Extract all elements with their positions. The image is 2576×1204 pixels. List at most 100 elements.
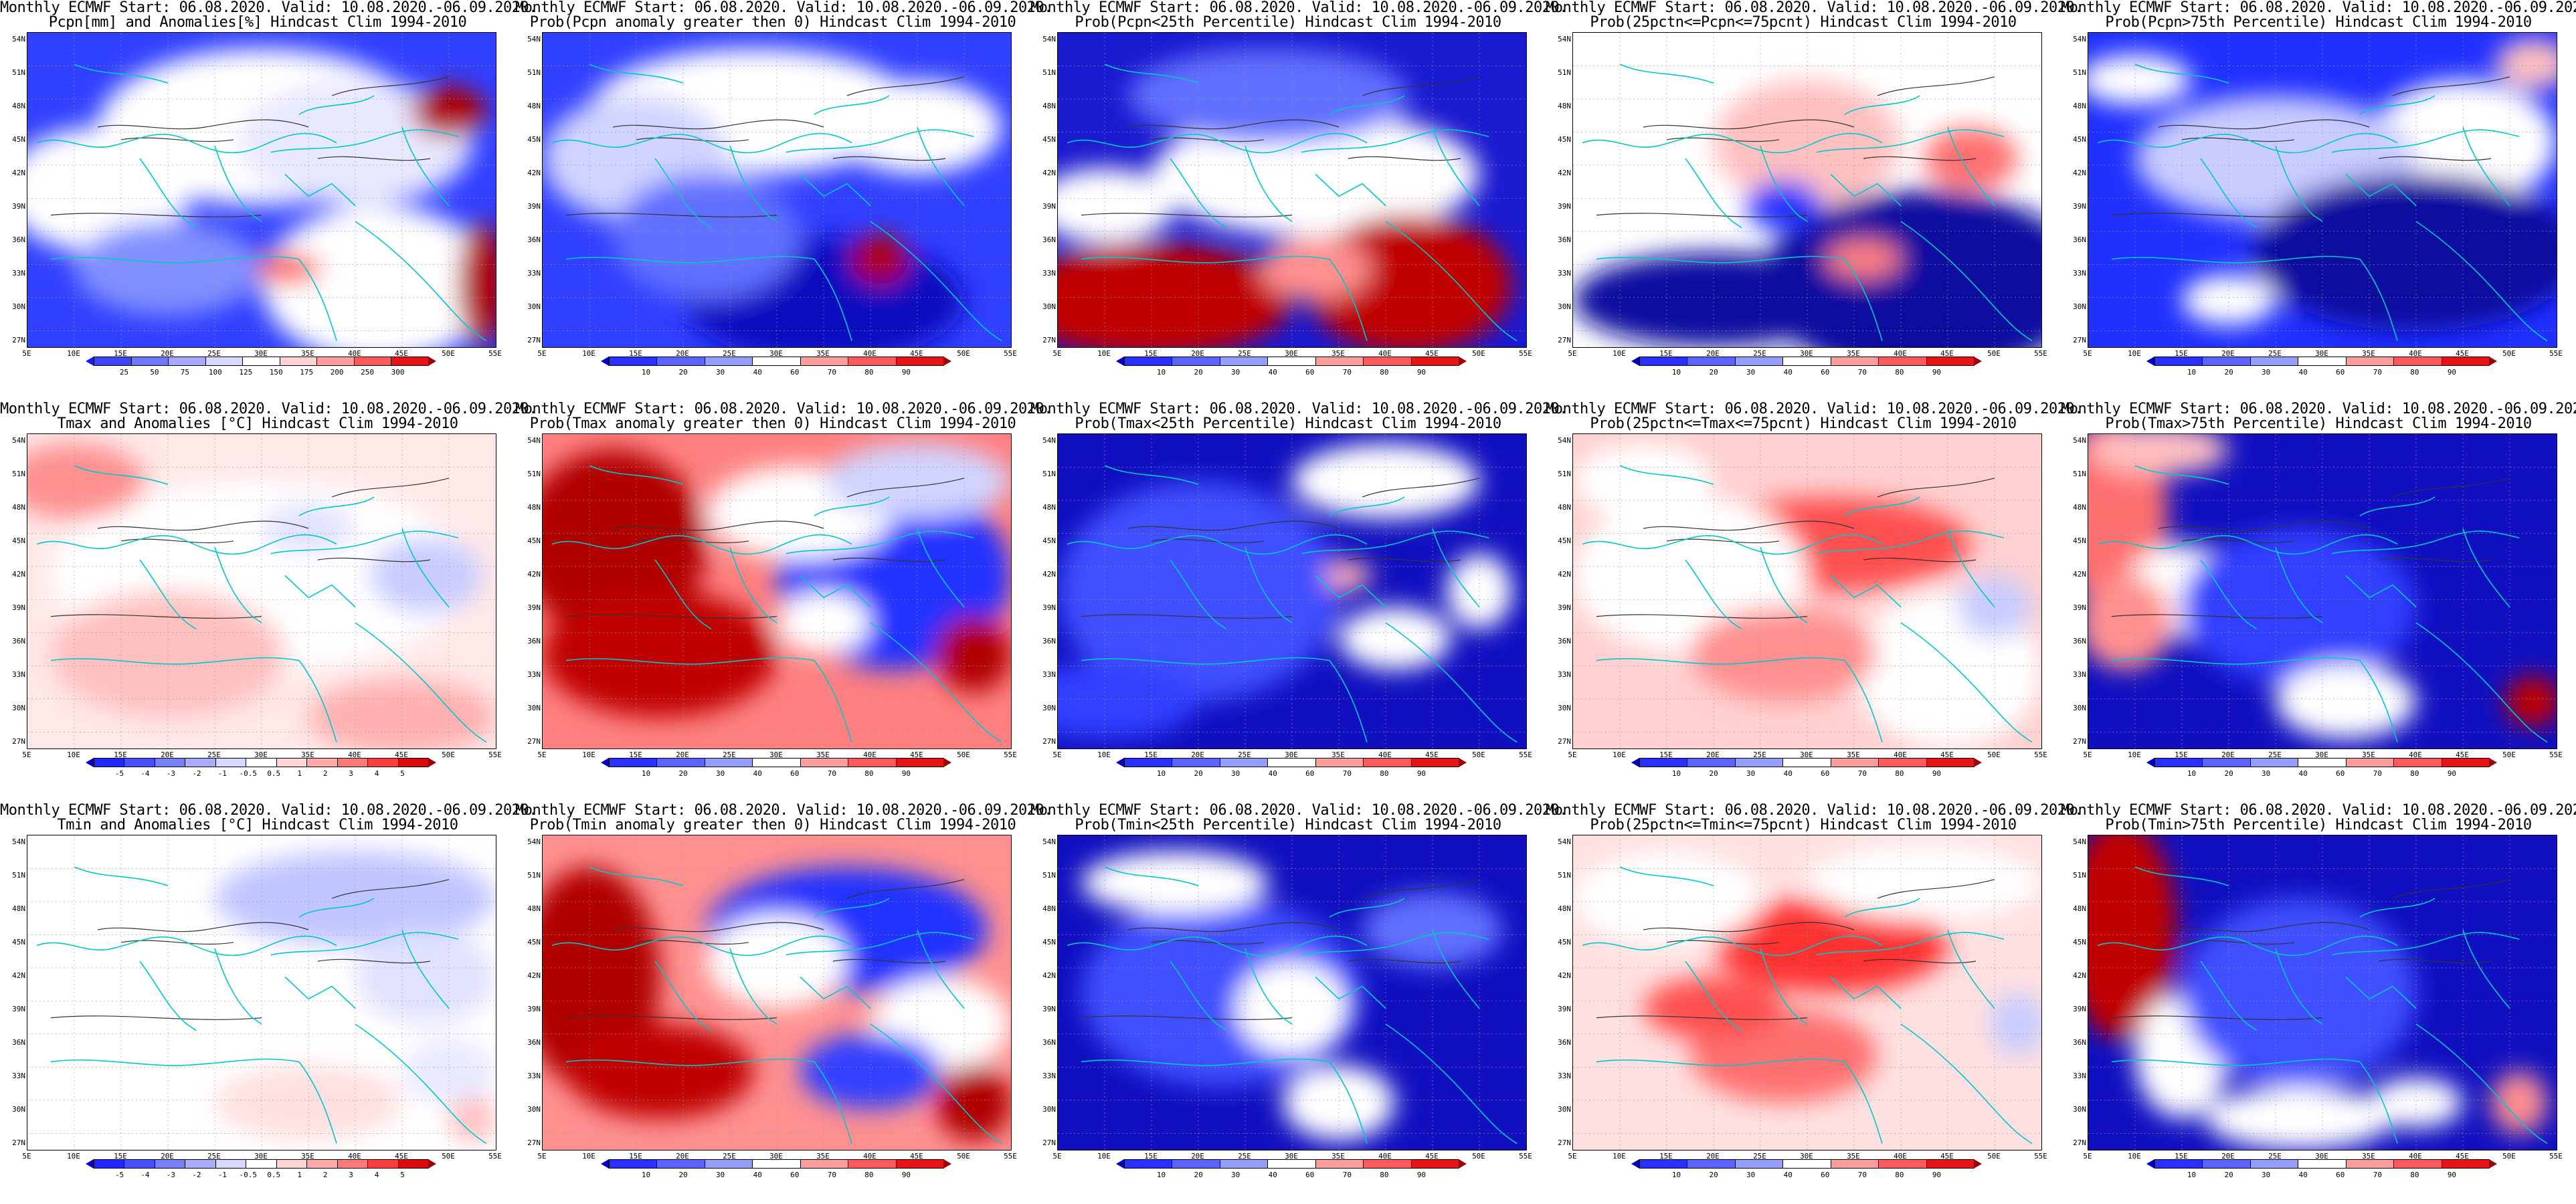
- panel-title-line1: Monthly ECMWF Start: 06.08.2020. Valid: …: [1546, 401, 2083, 417]
- colorbar-segment: [246, 1159, 277, 1169]
- colorbar-tick-label: 30: [1231, 368, 1240, 377]
- contour-line: [1863, 557, 1976, 563]
- coastline: [2200, 961, 2258, 1031]
- longitude-label: 25E: [2268, 1152, 2282, 1161]
- colorbar-tick-label: 30: [2262, 1171, 2271, 1179]
- longitude-label: 50E: [1987, 750, 2001, 759]
- coastline: [1816, 530, 2005, 555]
- colorbar-tick-label: 60: [790, 368, 800, 377]
- coastline: [1245, 145, 1293, 222]
- longitude-label: 25E: [207, 1152, 221, 1161]
- colorbar-tick-label: 70: [1342, 368, 1352, 377]
- colorbar-segment: [1315, 758, 1364, 767]
- colorbar-segment: [154, 1159, 186, 1169]
- shaded-region: [1807, 845, 2041, 920]
- contour-line: [1666, 538, 1780, 544]
- latitude-label: 30N: [12, 1105, 25, 1114]
- coastline: [214, 948, 262, 1025]
- longitude-label: 25E: [1753, 1152, 1766, 1161]
- contour-line: [1151, 940, 1265, 945]
- latitude-label: 36N: [1558, 235, 1571, 244]
- longitude-label: 15E: [114, 750, 127, 759]
- latitude-label: 51N: [2073, 470, 2086, 478]
- contour-line: [331, 76, 450, 96]
- latitude-label: 42N: [12, 971, 25, 980]
- colorbar-arrow-high: [428, 357, 436, 366]
- coastline: [1245, 948, 1293, 1025]
- latitude-label: 45N: [2073, 536, 2086, 545]
- longitude-label: 20E: [1191, 349, 1204, 358]
- latitude-label: 27N: [1042, 1138, 1056, 1147]
- latitude-label: 51N: [1042, 470, 1056, 478]
- coastline: [36, 935, 337, 957]
- longitude-label: 55E: [2549, 349, 2563, 358]
- longitude-label: 55E: [2549, 750, 2563, 759]
- coastline: [1619, 64, 1714, 84]
- panel-title-line1: Monthly ECMWF Start: 06.08.2020. Valid: …: [2061, 802, 2576, 819]
- map-area: [27, 32, 496, 348]
- coastline: [729, 948, 777, 1025]
- longitude-label: 25E: [1238, 750, 1251, 759]
- longitude-label: 55E: [2549, 1152, 2563, 1161]
- colorbar-tick-label: 10: [2187, 769, 2197, 778]
- coastline: [1582, 534, 1883, 555]
- longitude-label: 30E: [254, 349, 268, 358]
- contour-line: [97, 119, 309, 130]
- colorbar-tick-label: 90: [1416, 368, 1427, 377]
- longitude-label: 5E: [2083, 750, 2092, 759]
- colorbar-arrow-high: [2489, 357, 2497, 366]
- latitude-label: 36N: [12, 235, 25, 244]
- latitude-label: 54N: [1042, 35, 1056, 43]
- colorbar-segment: [1124, 1159, 1173, 1169]
- shaded-region: [2182, 528, 2416, 686]
- shaded-region: [2088, 835, 2177, 1040]
- latitude-label: 39N: [12, 202, 25, 211]
- shaded-region: [2505, 676, 2557, 727]
- colorbar-tick-label: 10: [1671, 769, 1681, 778]
- colorbar-arrow-low: [601, 1159, 609, 1169]
- panel-title-line2: Prob(Tmax<25th Percentile) Hindcast Clim…: [1075, 415, 1501, 432]
- longitude-label: 45E: [910, 750, 923, 759]
- longitude-label: 15E: [629, 750, 642, 759]
- colorbar-segment: [2345, 357, 2395, 366]
- coastline: [284, 976, 356, 1009]
- shaded-region: [800, 1033, 941, 1109]
- colorbar-segment: [1219, 357, 1269, 366]
- colorbar-segment: [2298, 357, 2347, 366]
- latitude-label: 48N: [1558, 904, 1571, 913]
- longitude-label: 30E: [2315, 750, 2328, 759]
- contour-line: [1151, 137, 1265, 142]
- colorbar-arrow-high: [2489, 1159, 2497, 1169]
- field-shading: [27, 434, 496, 748]
- latitude-label: 33N: [2073, 670, 2086, 679]
- colorbar-segment: [1782, 1159, 1831, 1169]
- latitude-label: 48N: [1558, 503, 1571, 512]
- coastline: [2331, 932, 2520, 956]
- coastline: [298, 258, 337, 341]
- colorbar-segment: [1315, 357, 1364, 366]
- contour-line: [832, 557, 946, 563]
- latitude-label: 30N: [1042, 704, 1056, 712]
- colorbar-segment: [704, 758, 753, 767]
- contour-line: [331, 879, 450, 899]
- latitude-label: 48N: [1558, 102, 1571, 110]
- map-area: [2088, 32, 2557, 348]
- latitude-label: 33N: [1558, 670, 1571, 679]
- colorbar-tick-label: 70: [827, 368, 836, 377]
- coastline: [2097, 534, 2398, 555]
- colorbar-tick-label: -5: [114, 1171, 124, 1179]
- longitude-label: 20E: [2221, 349, 2235, 358]
- colorbar-tick-label: 90: [1932, 769, 1942, 778]
- latitude-label: 45N: [527, 938, 541, 946]
- longitude-label: 40E: [863, 750, 877, 759]
- longitude-label: 5E: [537, 750, 547, 759]
- latitude-label: 42N: [1558, 169, 1571, 177]
- contour-line: [636, 137, 749, 142]
- contour-line: [2392, 879, 2510, 899]
- latitude-label: 36N: [2073, 1038, 2086, 1047]
- longitude-label: 55E: [1004, 1152, 1017, 1161]
- latitude-label: 45N: [2073, 938, 2086, 946]
- colorbar-segment: [2345, 1159, 2395, 1169]
- latitude-label: 39N: [527, 202, 541, 211]
- map-panel-p15: Monthly ECMWF Start: 06.08.2020. Valid: …: [2061, 803, 2576, 1204]
